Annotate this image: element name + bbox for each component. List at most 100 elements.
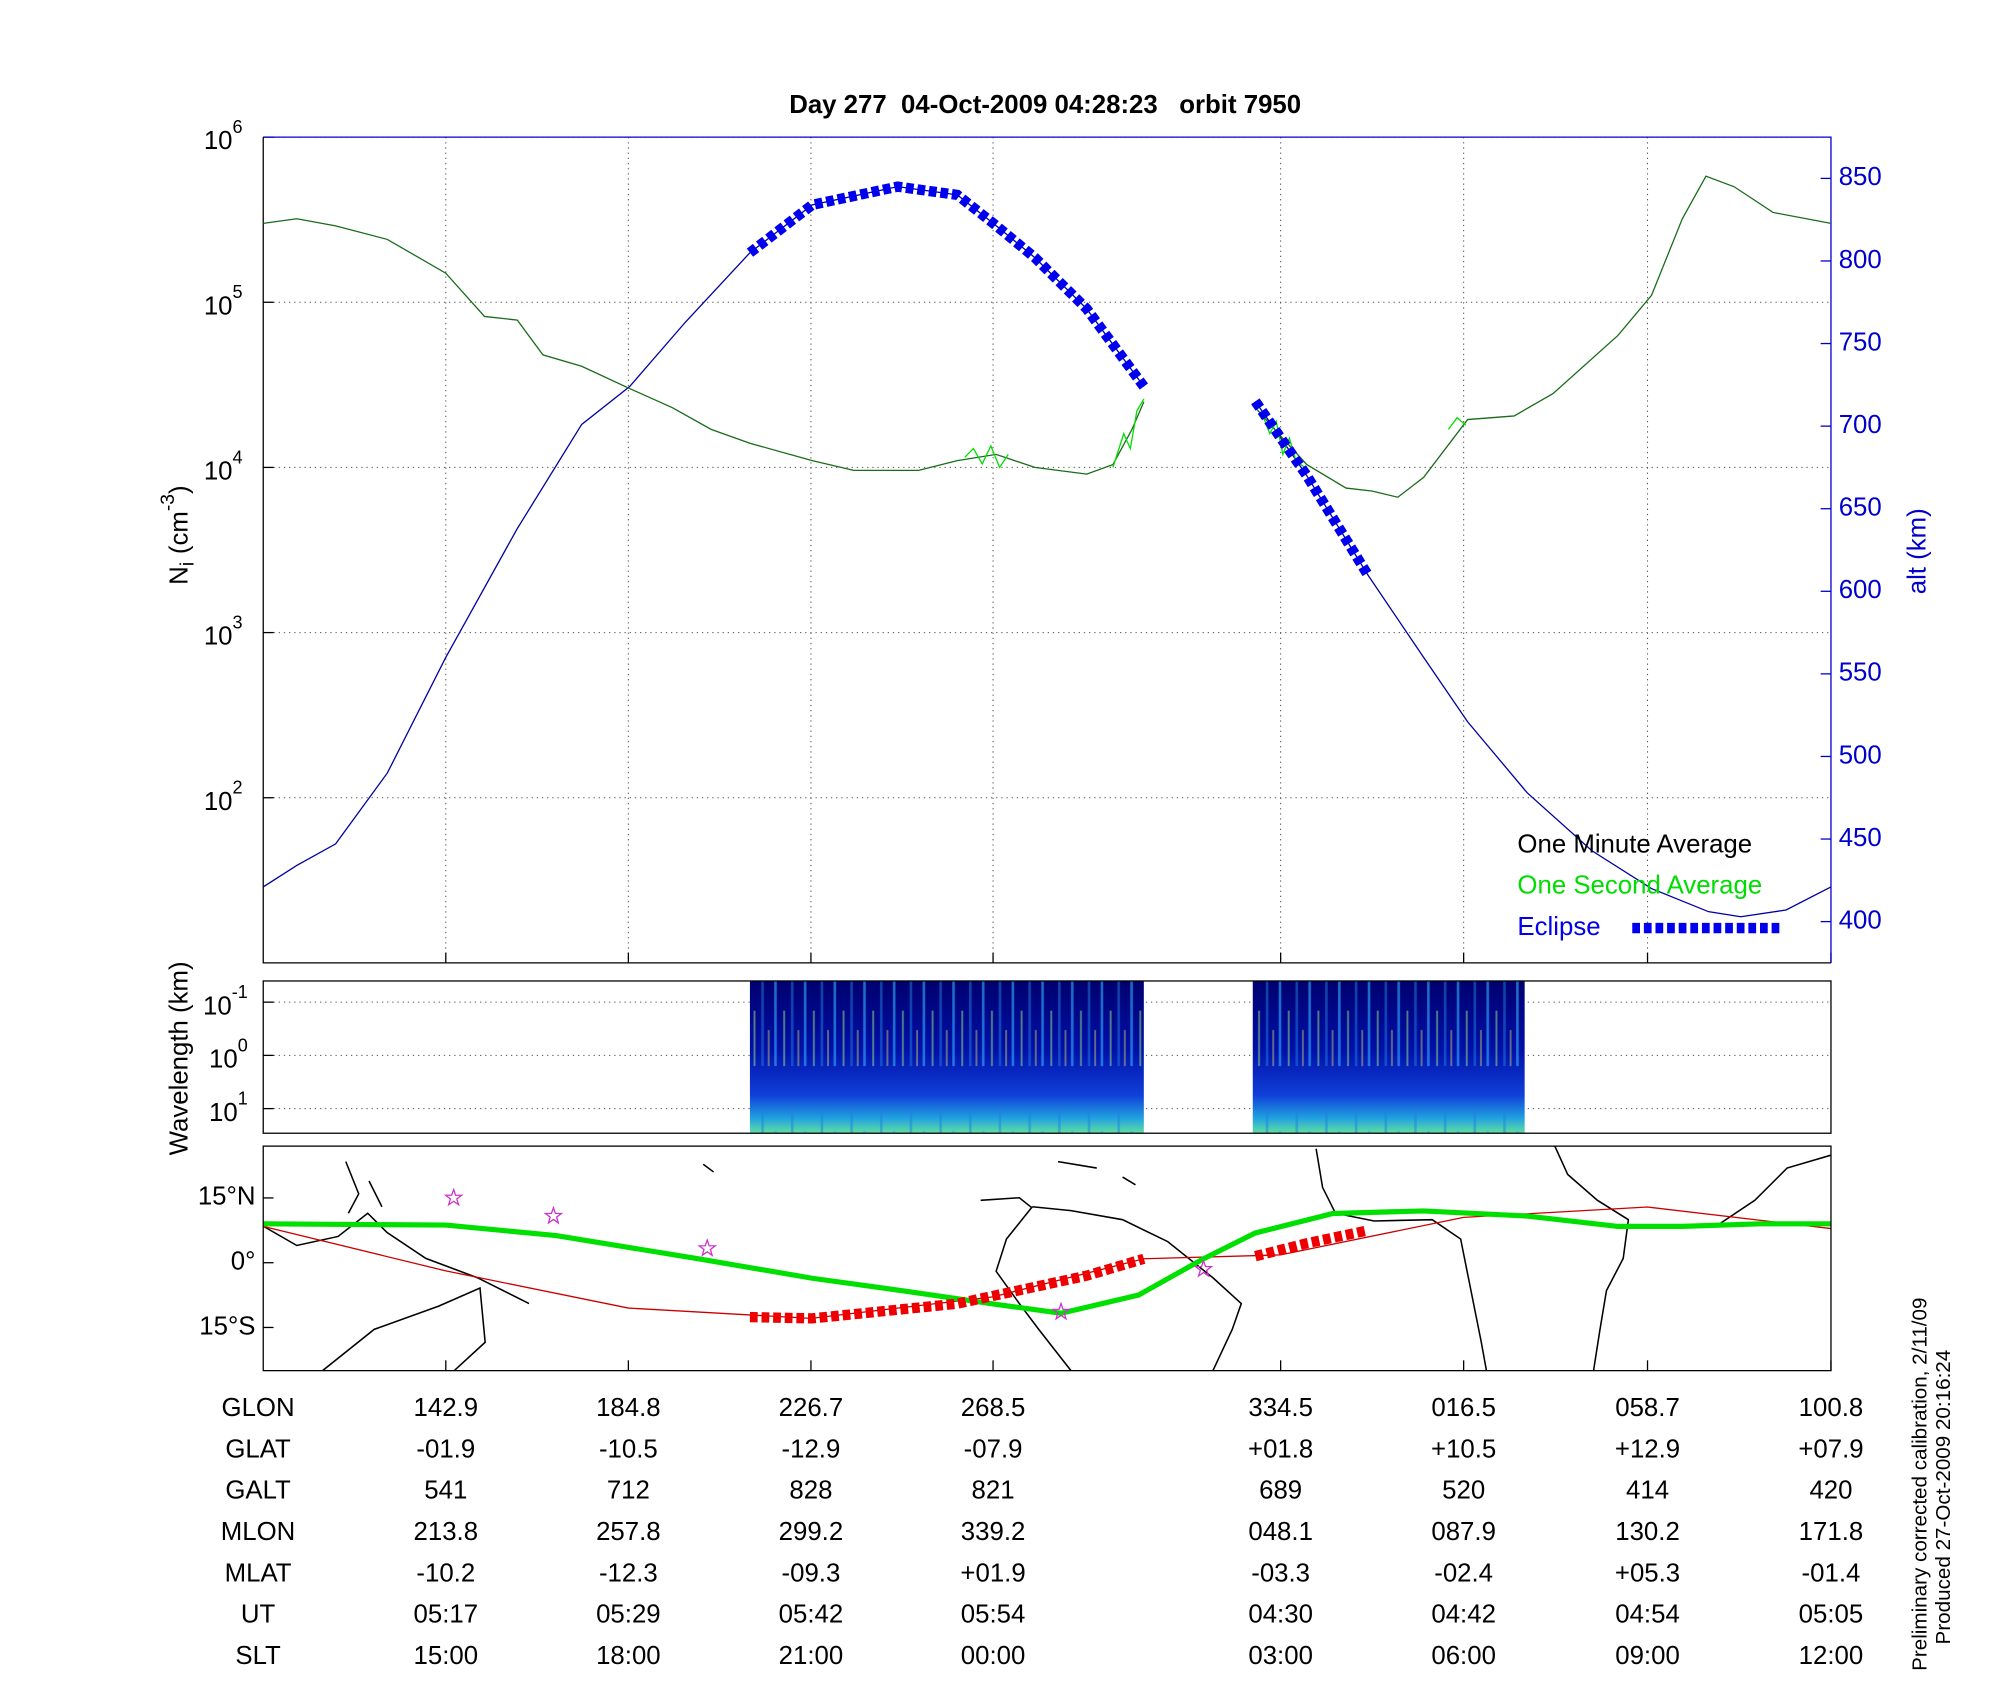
spectrogram-texture <box>1252 980 1525 1134</box>
table-cell: 18:00 <box>596 1642 661 1670</box>
y2-tick-label: 700 <box>1839 411 1882 439</box>
y-tick-label: 102 <box>204 777 243 815</box>
table-cell: +10.5 <box>1431 1435 1496 1463</box>
y2-axis-frame <box>263 136 1832 963</box>
table-cell: -09.3 <box>782 1559 841 1587</box>
tick-base: 10 <box>204 788 233 816</box>
spectrogram-texture <box>749 980 1144 1134</box>
table-cell: 05:05 <box>1799 1601 1864 1629</box>
table-cell: 05:54 <box>961 1601 1026 1629</box>
table-cell: 828 <box>789 1477 832 1505</box>
coastlines <box>263 1146 1831 1371</box>
y-tick-label: 10-1 <box>203 982 248 1020</box>
y2-tick-label: 800 <box>1839 246 1882 274</box>
table-cell: -12.3 <box>599 1559 658 1587</box>
y-tick-label: 103 <box>204 612 243 650</box>
y-tick-label: 15°S <box>199 1312 255 1340</box>
table-cell: 048.1 <box>1248 1518 1313 1546</box>
tick-base: 10 <box>204 457 233 485</box>
y-tick-label: 0° <box>231 1248 256 1276</box>
table-cell: 21:00 <box>779 1642 844 1670</box>
table-cell: 06:00 <box>1431 1642 1496 1670</box>
table-cell: 184.8 <box>596 1394 661 1422</box>
y2-tick-label: 400 <box>1839 906 1882 934</box>
table-cell: -07.9 <box>964 1435 1023 1463</box>
table-cell: 420 <box>1809 1477 1852 1505</box>
tick-base: 10 <box>209 1045 238 1073</box>
table-cell: -10.2 <box>416 1559 475 1587</box>
y2-tick-label: 850 <box>1839 163 1882 191</box>
legend-label: One Second Average <box>1517 872 1762 900</box>
y-tick-label: 104 <box>204 447 243 485</box>
table-cell: 520 <box>1442 1477 1485 1505</box>
track-line <box>749 1225 1369 1324</box>
plot-area <box>263 175 1831 918</box>
y2-axis-label: alt (km) <box>1904 508 1932 594</box>
table-cell: 299.2 <box>779 1518 844 1546</box>
table-cell: 100.8 <box>1799 1394 1864 1422</box>
table-cell: 05:29 <box>596 1601 661 1629</box>
table-cell: -03.3 <box>1251 1559 1310 1587</box>
star-marker <box>697 1238 718 1257</box>
table-cell: 268.5 <box>961 1394 1026 1422</box>
table-cell: 257.8 <box>596 1518 661 1546</box>
table-cell: 04:54 <box>1615 1601 1680 1629</box>
table-cell: 05:42 <box>779 1601 844 1629</box>
y-axis-label: Ni (cm-3) <box>157 464 198 621</box>
table-row-label: GALT <box>225 1477 291 1505</box>
tick-exponent: -1 <box>232 982 248 1002</box>
y2-tick-label: 650 <box>1839 494 1882 522</box>
series-line <box>964 398 1467 469</box>
tick-exponent: 2 <box>233 777 243 797</box>
label-base: N <box>165 566 193 585</box>
table-cell: -10.5 <box>599 1435 658 1463</box>
track-line <box>263 1206 1831 1320</box>
y-tick-label: 100 <box>209 1035 248 1073</box>
y-axis-label: Wavelength (km) <box>165 961 193 1155</box>
table-cell: 09:00 <box>1615 1642 1680 1670</box>
tick-exponent: 3 <box>233 612 243 632</box>
table-cell: 03:00 <box>1248 1642 1313 1670</box>
footnote: Preliminary corrected calibration, 2/11/… <box>1909 1298 1932 1671</box>
star-marker <box>543 1205 564 1225</box>
table-cell: -02.4 <box>1434 1559 1493 1587</box>
table-cell: 213.8 <box>414 1518 479 1546</box>
track-line <box>263 1208 1831 1316</box>
table-cell: 541 <box>424 1477 467 1505</box>
table-cell: +01.9 <box>960 1559 1025 1587</box>
legend-label: Eclipse <box>1517 913 1600 941</box>
table-cell: 226.7 <box>779 1394 844 1422</box>
table-cell: +05.3 <box>1615 1559 1680 1587</box>
y2-tick-label: 750 <box>1839 328 1882 356</box>
tick-base: 10 <box>204 623 233 651</box>
tick-exponent: 5 <box>233 282 243 302</box>
table-cell: 12:00 <box>1799 1642 1864 1670</box>
star-marker <box>1193 1258 1214 1278</box>
table-cell: +07.9 <box>1798 1435 1863 1463</box>
y-tick-label: 105 <box>204 282 243 320</box>
y2-tick-label: 450 <box>1839 824 1882 852</box>
table-cell: 142.9 <box>414 1394 479 1422</box>
y2-tick-label: 550 <box>1839 659 1882 687</box>
axis-frame <box>262 1145 1832 1372</box>
table-cell: -12.9 <box>782 1435 841 1463</box>
y2-tick-label: 600 <box>1839 576 1882 604</box>
star-marker <box>443 1187 464 1207</box>
table-cell: -01.9 <box>416 1435 475 1463</box>
table-cell: 171.8 <box>1799 1518 1864 1546</box>
tick-exponent: 0 <box>238 1035 248 1055</box>
table-row-label: MLAT <box>225 1559 292 1587</box>
table-cell: 04:42 <box>1431 1601 1496 1629</box>
map-area <box>263 1187 1831 1324</box>
table-cell: 016.5 <box>1431 1394 1496 1422</box>
chart-title: Day 277 04-Oct-2009 04:28:23 orbit 7950 <box>789 91 1301 119</box>
table-cell: +01.8 <box>1248 1435 1313 1463</box>
table-cell: 04:30 <box>1248 1601 1313 1629</box>
axis-frame <box>262 137 1831 964</box>
label-unit: (cm <box>165 511 193 554</box>
table-cell: -01.4 <box>1802 1559 1861 1587</box>
series-line <box>263 185 1831 918</box>
y-tick-label: 101 <box>209 1088 248 1126</box>
table-cell: 712 <box>607 1477 650 1505</box>
